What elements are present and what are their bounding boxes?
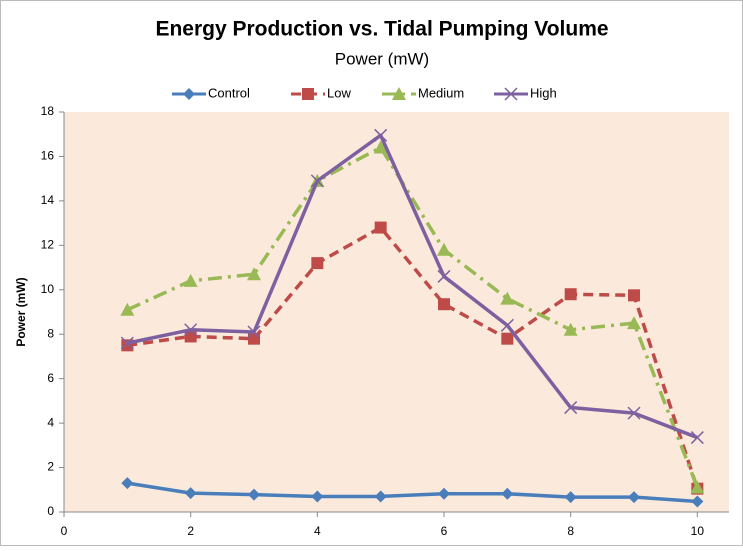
marker	[183, 88, 195, 100]
legend-label: Low	[327, 85, 351, 100]
marker	[501, 332, 514, 345]
marker	[690, 431, 704, 445]
marker	[248, 488, 260, 501]
plot-area	[64, 112, 729, 512]
marker	[374, 490, 387, 503]
y-tick-label: 18	[41, 104, 55, 118]
y-tick-label: 8	[47, 326, 54, 340]
legend-label: Control	[208, 85, 250, 100]
marker	[247, 267, 261, 281]
marker	[310, 174, 324, 188]
marker	[183, 273, 198, 287]
marker	[628, 491, 640, 504]
marker	[392, 87, 406, 100]
marker	[311, 490, 324, 503]
marker	[564, 401, 578, 415]
series-line	[126, 145, 699, 489]
marker	[500, 291, 515, 305]
marker	[691, 495, 704, 508]
marker	[563, 322, 578, 336]
chart-title: Energy Production vs. Tidal Pumping Volu…	[155, 18, 608, 41]
x-tick-label: 10	[691, 524, 705, 538]
marker	[564, 288, 577, 301]
series-line	[127, 225, 699, 490]
x-tick-label: 2	[187, 524, 194, 538]
marker	[311, 257, 324, 270]
marker	[184, 323, 198, 337]
marker	[690, 480, 705, 494]
y-tick-label: 10	[41, 282, 55, 296]
marker	[437, 269, 451, 283]
marker	[247, 325, 261, 339]
x-tick-label: 4	[314, 524, 321, 538]
y-axis-label: Power (mW)	[14, 277, 28, 346]
marker	[184, 487, 197, 500]
marker	[374, 221, 387, 234]
series-line	[127, 481, 698, 504]
legend-label: High	[530, 85, 557, 100]
y-tick-label: 14	[41, 193, 55, 207]
marker	[500, 318, 514, 332]
marker	[564, 491, 577, 504]
marker	[373, 140, 388, 154]
y-tick-label: 2	[47, 460, 54, 474]
x-tick-label: 0	[61, 524, 68, 538]
marker	[120, 336, 134, 350]
marker	[438, 487, 450, 500]
chart-subtitle: Power (mW)	[335, 49, 429, 68]
marker	[627, 406, 641, 420]
marker	[437, 242, 451, 256]
marker	[120, 302, 135, 316]
x-tick-label: 8	[567, 524, 574, 538]
marker	[374, 128, 388, 142]
y-tick-label: 0	[47, 504, 54, 518]
marker	[501, 487, 514, 500]
marker	[248, 332, 260, 345]
y-tick-label: 6	[47, 371, 54, 385]
y-tick-label: 4	[47, 415, 54, 429]
marker	[438, 298, 450, 311]
y-tick-label: 12	[41, 238, 55, 252]
legend-label: Medium	[418, 85, 464, 100]
marker	[121, 477, 134, 490]
marker	[628, 289, 640, 302]
marker	[627, 316, 641, 330]
y-tick-label: 16	[41, 149, 55, 163]
marker	[504, 87, 518, 101]
marker	[302, 88, 314, 100]
series-line	[126, 133, 698, 440]
x-tick-label: 6	[441, 524, 448, 538]
